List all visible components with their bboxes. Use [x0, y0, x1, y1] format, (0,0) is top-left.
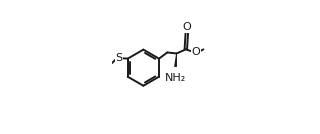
Text: O: O: [182, 22, 191, 32]
Polygon shape: [174, 53, 177, 67]
Text: S: S: [116, 53, 123, 63]
Text: O: O: [192, 47, 201, 57]
Text: NH₂: NH₂: [165, 73, 186, 83]
